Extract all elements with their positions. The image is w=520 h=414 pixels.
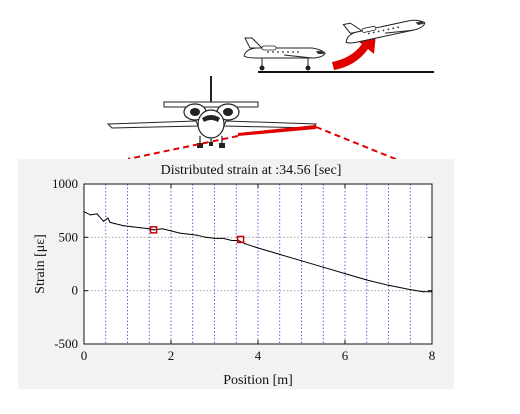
- strain-data-point: [344, 273, 346, 275]
- strain-data-point: [257, 247, 259, 249]
- strain-data-point: [213, 237, 216, 239]
- strain-data-point: [113, 222, 116, 225]
- connector-left: [127, 135, 239, 160]
- y-tick-label: 500: [59, 229, 79, 244]
- strain-data-point: [102, 220, 105, 222]
- strain-data-point: [205, 236, 207, 238]
- plane-on-runway-icon: [243, 37, 326, 71]
- x-tick-label: 6: [342, 348, 349, 363]
- strain-data-point: [107, 217, 109, 219]
- strain-data-point: [196, 234, 198, 236]
- wing-sensor-segment: [238, 125, 316, 136]
- strain-data-point: [109, 221, 111, 223]
- plane-front-view-icon: [106, 76, 318, 148]
- strain-data-point: [366, 279, 368, 281]
- aircraft-illustration: [106, 19, 434, 161]
- markers-layer: [149, 226, 245, 244]
- x-tick-label: 8: [429, 348, 436, 363]
- y-tick-label: 1000: [52, 176, 78, 191]
- takeoff-arrow-icon: [332, 34, 376, 70]
- strain-data-point: [89, 214, 92, 216]
- x-axis-label: Position [m]: [223, 373, 293, 388]
- strain-data-point: [300, 260, 303, 262]
- plot-area: [84, 184, 432, 344]
- x-tick-label: 4: [255, 348, 262, 363]
- strain-data-point: [409, 289, 411, 291]
- plot-frame: [83, 183, 433, 345]
- strain-data-point: [279, 253, 281, 255]
- strain-data-point: [231, 239, 233, 242]
- plane-takeoff-icon: [342, 19, 426, 44]
- y-tick-label: 0: [72, 283, 79, 298]
- strain-data-point: [170, 230, 172, 232]
- strain-data-point: [244, 243, 246, 245]
- x-tick-label: 0: [81, 348, 88, 363]
- strain-data-point: [222, 237, 224, 239]
- strain-data-point: [131, 226, 133, 228]
- strain-data-point: [322, 266, 324, 268]
- sensor-marker: [149, 226, 158, 234]
- strain-data-point: [139, 227, 142, 229]
- strain-data-point: [387, 284, 390, 286]
- grid: [84, 184, 432, 344]
- strain-data-point: [148, 228, 150, 230]
- strain-data-point: [422, 291, 424, 293]
- y-tick-label: -500: [54, 336, 78, 351]
- strain-data-point: [153, 229, 155, 231]
- strain-data-point: [179, 232, 181, 234]
- sensor-marker: [236, 235, 245, 244]
- y-axis-label: Strain [με]: [33, 234, 48, 294]
- strain-data-point: [96, 213, 98, 215]
- x-tick-label: 2: [168, 348, 175, 363]
- strain-data-point: [122, 225, 124, 227]
- connector-right: [315, 126, 399, 161]
- strain-data-point: [161, 228, 163, 230]
- strain-data-point: [187, 233, 189, 235]
- chart-title: Distributed strain at :34.56 [sec]: [161, 163, 342, 178]
